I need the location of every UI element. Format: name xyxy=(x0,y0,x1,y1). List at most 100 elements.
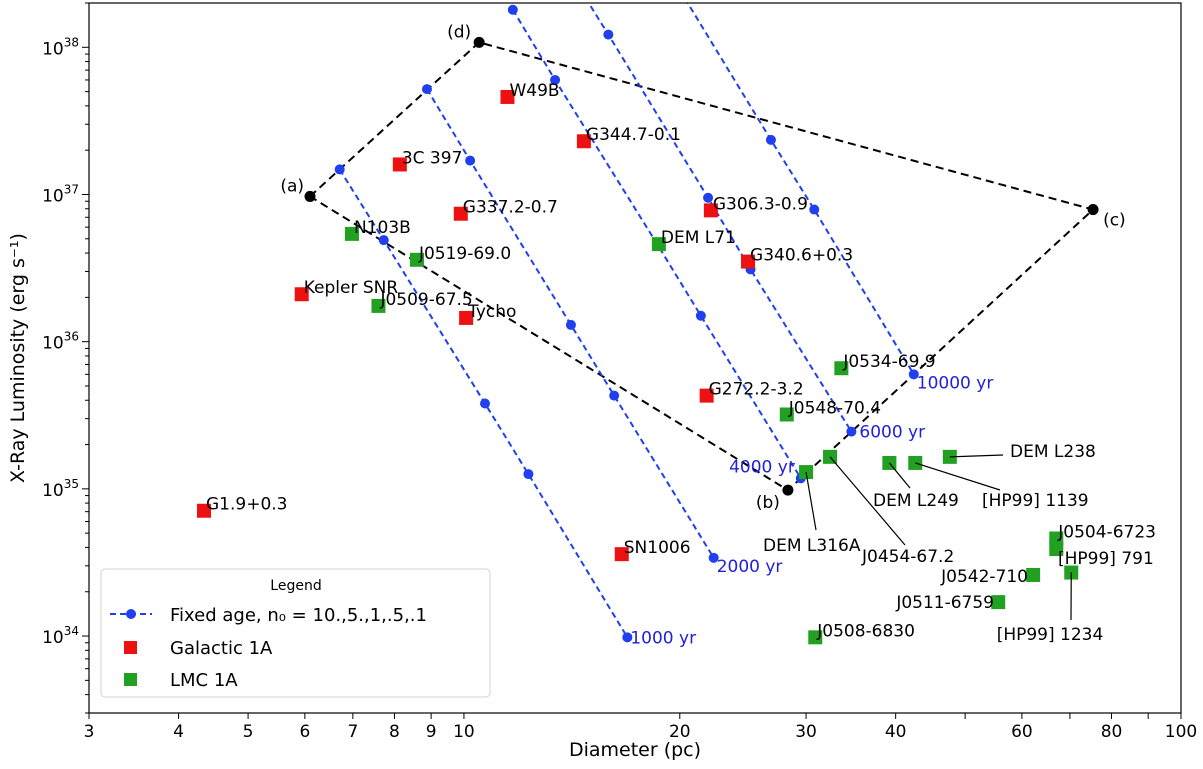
fixed-age-point xyxy=(334,164,345,175)
point-label: J0504-6723 xyxy=(1057,522,1156,542)
y-tick-label: 1035 xyxy=(42,477,79,501)
boundary-vertex xyxy=(782,484,794,496)
x-tick-label: 3 xyxy=(84,722,95,742)
point-label: Tycho xyxy=(467,302,516,322)
point-label: J0508-6830 xyxy=(816,621,915,641)
fixed-age-line xyxy=(426,88,715,559)
boundary-vertex xyxy=(304,190,316,202)
x-tick-label: 7 xyxy=(347,722,358,742)
boundary-vertex-label: (c) xyxy=(1103,211,1126,231)
fixed-age-point xyxy=(507,4,518,15)
x-tick-label: 100 xyxy=(1165,722,1197,742)
point-label: [HP99] 791 xyxy=(1058,549,1154,569)
point-labels: G1.9+0.3 Kepler SNR 3C 397 G337.2-0.7 Tycho W… xyxy=(206,22,1156,648)
boundary-vertex-label: (b) xyxy=(756,493,780,513)
point-label: W49B xyxy=(509,81,559,101)
x-tick-label: 4 xyxy=(173,722,184,742)
x-tick-label: 40 xyxy=(885,722,907,742)
fixed-age-point xyxy=(609,390,620,401)
fixed-age-point xyxy=(465,155,476,166)
fixed-age-point xyxy=(846,426,857,437)
boundary-vertex xyxy=(1087,204,1099,216)
legend: Legend Fixed age, n₀ = 10.,5.,1,.5,.1 Ga… xyxy=(100,568,491,698)
axes: 3 4 5 6 7 8 9 10 20 30 40 60 80 100 1034 1035 1036 1037 10… xyxy=(42,2,1197,742)
galactic-point xyxy=(459,310,474,325)
point-label: [HP99] 1234 xyxy=(997,625,1104,645)
fixed-age-point xyxy=(603,29,614,40)
lmc-point xyxy=(409,252,424,267)
point-label: G1.9+0.3 xyxy=(206,495,288,515)
leader-line xyxy=(915,462,1001,491)
lmc-point xyxy=(1026,567,1041,582)
legend-entry-galactic: Galactic 1A xyxy=(170,638,273,659)
legend-box xyxy=(100,568,491,698)
y-axis-label: X-Ray Luminosity (erg s⁻¹) xyxy=(7,233,29,483)
lmc-point xyxy=(344,226,359,241)
galactic-point xyxy=(453,206,468,221)
legend-entry-lmc: LMC 1A xyxy=(170,670,238,691)
galactic-point xyxy=(699,388,714,403)
point-label: DEM L71 xyxy=(661,228,736,248)
point-label: G272.2-3.2 xyxy=(709,380,804,400)
galactic-point xyxy=(703,203,718,218)
leader-line xyxy=(888,462,911,489)
legend-title: Legend xyxy=(270,578,321,594)
x-tick-label: 5 xyxy=(243,722,254,742)
x-tick-label: 30 xyxy=(795,722,817,742)
y-tick-label: 1036 xyxy=(42,330,79,354)
point-label: G340.6+0.3 xyxy=(750,246,853,266)
fixed-age-point xyxy=(550,74,561,85)
legend-fixed-age-marker xyxy=(126,609,136,619)
lmc-point xyxy=(371,298,386,313)
point-label: 3C 397 xyxy=(402,148,463,168)
fixed-age-point xyxy=(908,369,919,380)
x-tick-label: 80 xyxy=(1101,722,1123,742)
lmc-point xyxy=(991,595,1006,610)
x-tick-label: 10 xyxy=(453,722,475,742)
age-label: 2000 yr xyxy=(717,557,783,577)
point-label: J0548-70.4 xyxy=(788,399,881,419)
fixed-age-point xyxy=(695,310,706,321)
x-tick-label: 6 xyxy=(299,722,310,742)
y-tick-label: 1037 xyxy=(42,182,79,206)
lmc-point xyxy=(834,361,849,376)
point-label: Kepler SNR xyxy=(304,278,399,298)
plot-area xyxy=(196,3,1099,645)
fixed-age-point xyxy=(421,84,432,95)
lmc-point xyxy=(1049,531,1064,546)
fixed-age-point xyxy=(378,235,389,246)
leader-line xyxy=(829,456,906,546)
point-label: DEM L249 xyxy=(873,491,959,511)
point-label: J0542-710 xyxy=(940,567,1028,587)
fixed-age-point xyxy=(622,632,633,643)
age-label: 1000 yr xyxy=(630,628,696,648)
galactic-point xyxy=(196,503,211,518)
boundary-vertex xyxy=(473,36,485,48)
galactic-point xyxy=(392,157,407,172)
fixed-age-point xyxy=(765,134,776,145)
point-label: J0534-69.9 xyxy=(842,352,935,372)
galactic-point xyxy=(576,134,591,149)
point-label: G344.7-0.1 xyxy=(586,125,681,145)
y-tick-label: 1034 xyxy=(42,624,79,648)
y-tick-label: 1038 xyxy=(42,35,79,59)
point-label: J0454-67.2 xyxy=(861,547,954,567)
age-label: 10000 yr xyxy=(917,373,994,393)
fixed-age-point xyxy=(708,552,719,563)
age-label: 4000 yr xyxy=(729,457,795,477)
galactic-point xyxy=(741,254,756,269)
point-label: J0511-6759 xyxy=(895,593,994,613)
point-label: [HP99] 1139 xyxy=(982,491,1089,511)
x-tick-label: 8 xyxy=(389,722,400,742)
lmc-point xyxy=(651,237,666,252)
boundary-vertex-label: (a) xyxy=(280,176,304,196)
lmc-point xyxy=(779,407,794,422)
x-tick-label: 60 xyxy=(1011,722,1033,742)
point-label: DEM L316A xyxy=(763,536,861,556)
point-label: DEM L238 xyxy=(1010,442,1096,462)
point-label: G337.2-0.7 xyxy=(463,198,558,218)
x-tick-label: 9 xyxy=(426,722,437,742)
boundary-vertex-label: (d) xyxy=(447,22,471,42)
fixed-age-line xyxy=(686,3,915,375)
